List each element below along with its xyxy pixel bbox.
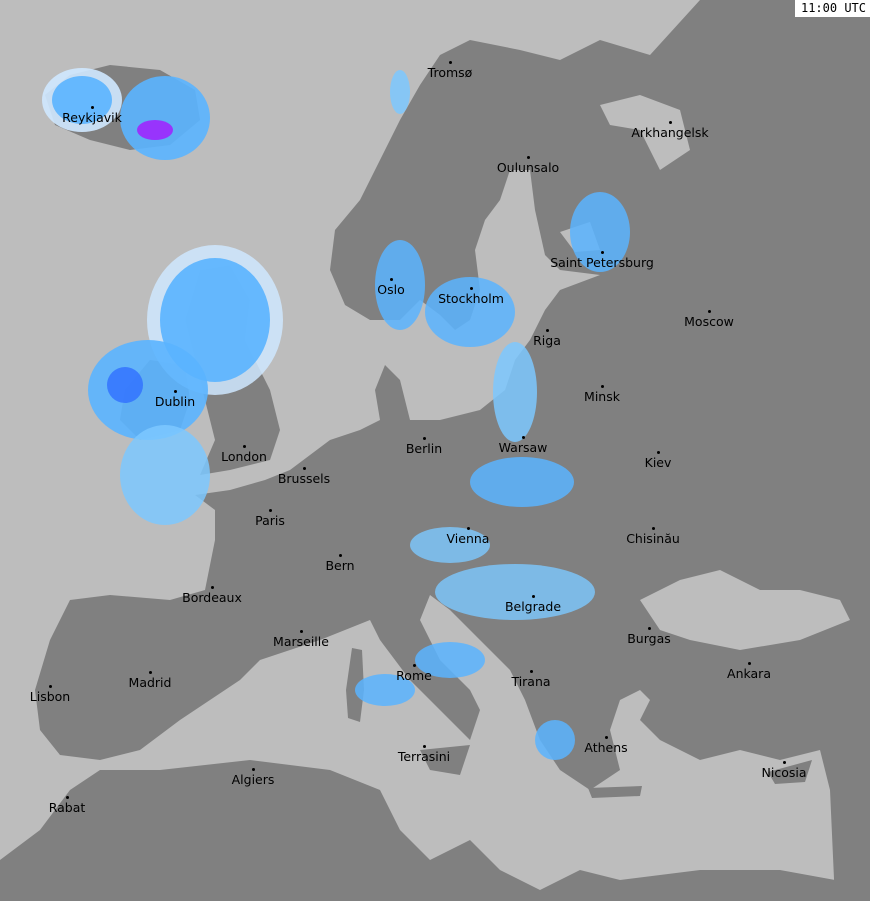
city-label: Reykjavik <box>62 110 122 125</box>
city-dot-icon <box>423 745 426 748</box>
city-dot-icon <box>648 627 651 630</box>
radar-echo <box>415 642 485 678</box>
city-dot-icon <box>413 664 416 667</box>
timestamp: 11:00 UTC <box>794 0 870 17</box>
city-dot-icon <box>708 310 711 313</box>
radar-echo <box>570 192 630 272</box>
radar-echo <box>88 340 208 440</box>
radar-echo <box>493 342 537 442</box>
city-label: Bern <box>325 558 355 573</box>
city-dot-icon <box>657 451 660 454</box>
city-label: Kiev <box>644 455 672 470</box>
landmass-sicily <box>420 745 470 775</box>
city-label: Burgas <box>627 631 671 646</box>
radar-echoes <box>42 68 630 760</box>
radar-echo <box>137 120 173 140</box>
city-dot-icon <box>522 436 525 439</box>
city-label: Terrasini <box>397 749 451 764</box>
city-label: Minsk <box>584 389 620 404</box>
city-dot-icon <box>605 736 608 739</box>
radar-echo <box>390 70 410 114</box>
radar-echo <box>435 564 595 620</box>
city-dot-icon <box>300 630 303 633</box>
city-dot-icon <box>49 685 52 688</box>
city-label: Stockholm <box>438 291 504 306</box>
city-dot-icon <box>748 662 751 665</box>
landmass-crete <box>588 786 642 798</box>
city-dot-icon <box>530 670 533 673</box>
city-label: Madrid <box>128 675 172 690</box>
landmass-cyprus <box>768 760 812 784</box>
city-label: Saint Petersburg <box>550 255 654 270</box>
city-label: Rabat <box>48 800 86 815</box>
city-label: Ankara <box>727 666 771 681</box>
city-label: Moscow <box>684 314 734 329</box>
city-label: Tirana <box>511 674 551 689</box>
city-dot-icon <box>174 390 177 393</box>
radar-echo <box>410 527 490 563</box>
city-dot-icon <box>91 106 94 109</box>
city-label: Warsaw <box>498 440 548 455</box>
landmass-corsica-sardinia <box>346 648 364 722</box>
city-dot-icon <box>601 251 604 254</box>
city-label: Vienna <box>446 531 490 546</box>
city-label: Lisbon <box>29 689 71 704</box>
landmass-eurasia <box>35 0 870 901</box>
city-dot-icon <box>269 509 272 512</box>
city-dot-icon <box>243 445 246 448</box>
city-dot-icon <box>527 156 530 159</box>
landmass-africa <box>0 760 835 901</box>
inland-seas <box>560 95 850 650</box>
city-dot-icon <box>532 595 535 598</box>
city-dot-icon <box>252 768 255 771</box>
city-dot-icon <box>390 278 393 281</box>
radar-echo <box>120 76 210 160</box>
city-dot-icon <box>339 554 342 557</box>
city-dot-icon <box>783 761 786 764</box>
city-label: Tromsø <box>427 65 473 80</box>
radar-echo <box>535 720 575 760</box>
city-dot-icon <box>467 527 470 530</box>
city-label: Athens <box>584 740 628 755</box>
city-dot-icon <box>423 437 426 440</box>
city-dot-icon <box>470 287 473 290</box>
radar-echo <box>425 277 515 347</box>
city-label: Riga <box>533 333 561 348</box>
radar-echo <box>107 367 143 403</box>
city-dot-icon <box>211 586 214 589</box>
city-label: Dublin <box>154 394 196 409</box>
city-dot-icon <box>149 671 152 674</box>
radar-echo <box>470 457 574 507</box>
black-sea <box>640 570 850 650</box>
city-dot-icon <box>546 329 549 332</box>
radar-echo <box>52 76 112 124</box>
radar-echo <box>375 240 425 330</box>
city-dot-icon <box>652 527 655 530</box>
city-dot-icon <box>601 385 604 388</box>
radar-echo <box>120 425 210 525</box>
city-label: Paris <box>255 513 285 528</box>
city-dot-icon <box>303 467 306 470</box>
city-label: Marseille <box>273 634 329 649</box>
city-label: Rome <box>396 668 432 683</box>
city-label: Nicosia <box>761 765 807 780</box>
city-label: Oslo <box>377 282 405 297</box>
city-label: Chisinău <box>626 531 680 546</box>
city-label: Brussels <box>277 471 331 486</box>
city-label: Bordeaux <box>182 590 242 605</box>
radar-echo <box>355 674 415 706</box>
city-dot-icon <box>449 61 452 64</box>
city-label: London <box>221 449 267 464</box>
city-dot-icon <box>669 121 672 124</box>
city-label: Belgrade <box>504 599 562 614</box>
city-label: Oulunsalo <box>496 160 560 175</box>
city-label: Algiers <box>231 772 275 787</box>
city-label: Berlin <box>405 441 443 456</box>
white-sea <box>600 95 690 170</box>
city-label: Arkhangelsk <box>631 125 709 140</box>
city-dot-icon <box>66 796 69 799</box>
radar-echo <box>160 258 270 382</box>
